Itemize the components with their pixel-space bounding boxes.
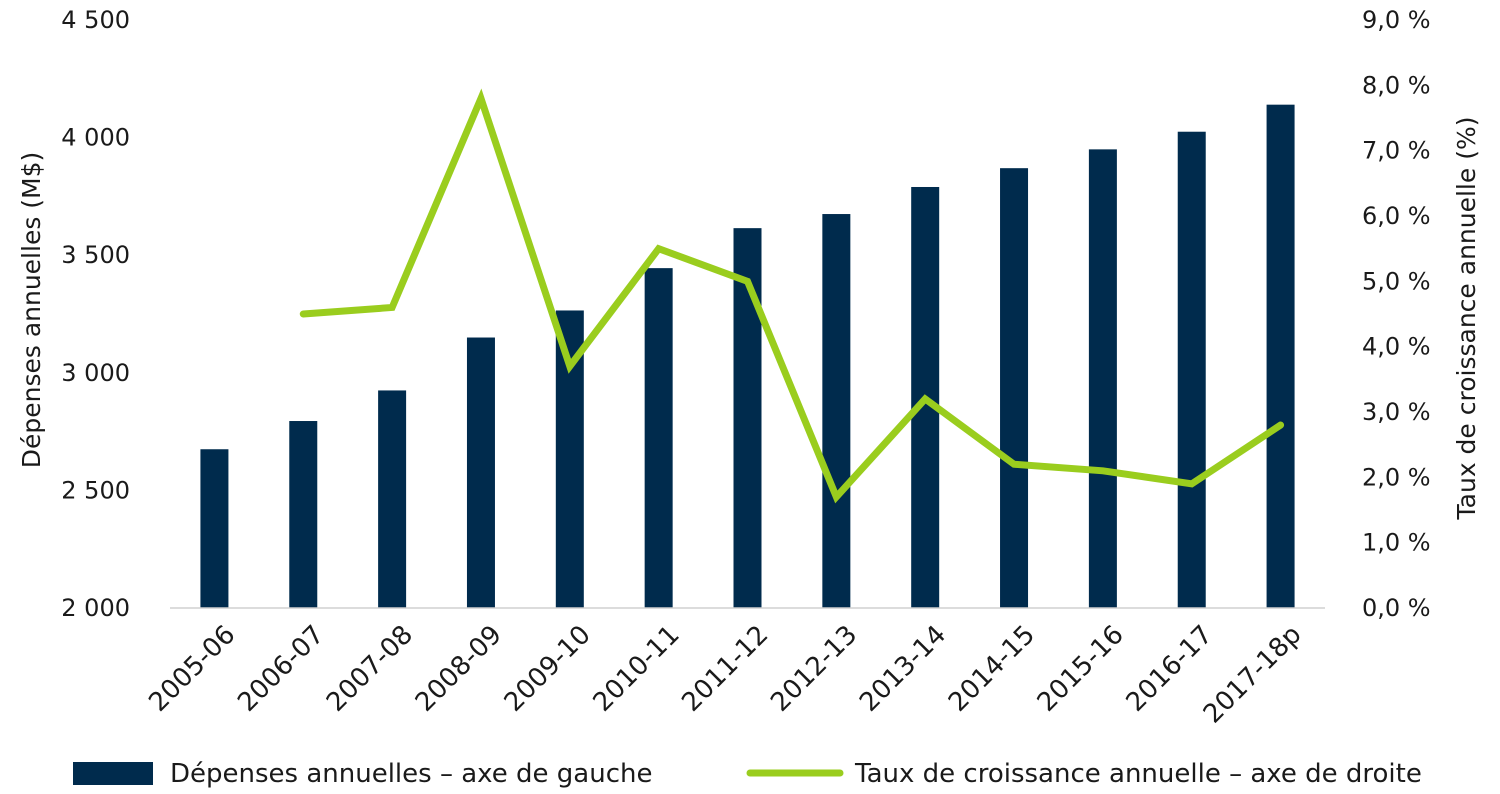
bar [644,268,673,608]
left-tick-label: 3 000 [61,359,130,387]
left-tick-label: 2 000 [61,594,130,622]
x-tick-label: 2017-18p [1198,620,1308,730]
right-tick-label: 2,0 % [1362,463,1431,491]
left-tick-label: 4 000 [61,124,130,152]
x-axis-labels: 2005-062006-072007-082008-092009-102010-… [143,620,1307,730]
left-tick-label: 4 500 [61,6,130,34]
bar [378,390,407,608]
legend: Dépenses annuelles – axe de gauche Taux … [73,759,1422,789]
x-tick-label: 2015-16 [1032,620,1130,718]
right-tick-label: 7,0 % [1362,137,1431,165]
x-tick-label: 2014-15 [943,620,1041,718]
x-tick-label: 2012-13 [765,620,863,718]
bar [1266,104,1295,608]
left-tick-label: 2 500 [61,476,130,504]
right-tick-label: 4,0 % [1362,333,1431,361]
right-tick-label: 8,0 % [1362,71,1431,99]
right-tick-label: 5,0 % [1362,267,1431,295]
legend-bar-label: Dépenses annuelles – axe de gauche [170,759,652,789]
right-tick-label: 6,0 % [1362,202,1431,230]
right-tick-label: 9,0 % [1362,6,1431,34]
x-tick-label: 2008-09 [410,620,508,718]
x-tick-label: 2006-07 [232,620,330,718]
bar [1177,131,1206,608]
line-series [299,88,1285,504]
bar [1088,149,1117,609]
bar [289,421,318,608]
legend-bar-swatch [73,762,153,785]
bar [822,214,851,609]
left-tick-label: 3 500 [61,241,130,269]
x-tick-label: 2009-10 [499,620,597,718]
bar [200,449,229,608]
x-tick-label: 2011-12 [676,620,774,718]
x-tick-label: 2013-14 [854,620,952,718]
right-axis-title: Taux de croissance annuelle (%) [1452,117,1481,521]
right-tick-label: 3,0 % [1362,398,1431,426]
growth-line [299,88,1285,504]
right-tick-label: 1,0 % [1362,529,1431,557]
bar [466,337,495,608]
left-axis-title: Dépenses annuelles (M$) [17,152,46,469]
bar-series [200,104,1295,609]
left-axis-ticks: 2 000 2 500 3 000 3 500 4 000 4 500 [61,6,130,622]
legend-line-label: Taux de croissance annuelle – axe de dro… [854,759,1422,789]
x-tick-label: 2007-08 [321,620,419,718]
x-tick-label: 2010-11 [588,620,686,718]
x-tick-label: 2005-06 [143,620,241,718]
bar [1000,168,1029,608]
right-tick-label: 0,0 % [1362,594,1431,622]
bar [733,228,762,609]
right-axis-ticks: 0,0 % 1,0 % 2,0 % 3,0 % 4,0 % 5,0 % 6,0 % 7,0 %… [1362,6,1431,622]
